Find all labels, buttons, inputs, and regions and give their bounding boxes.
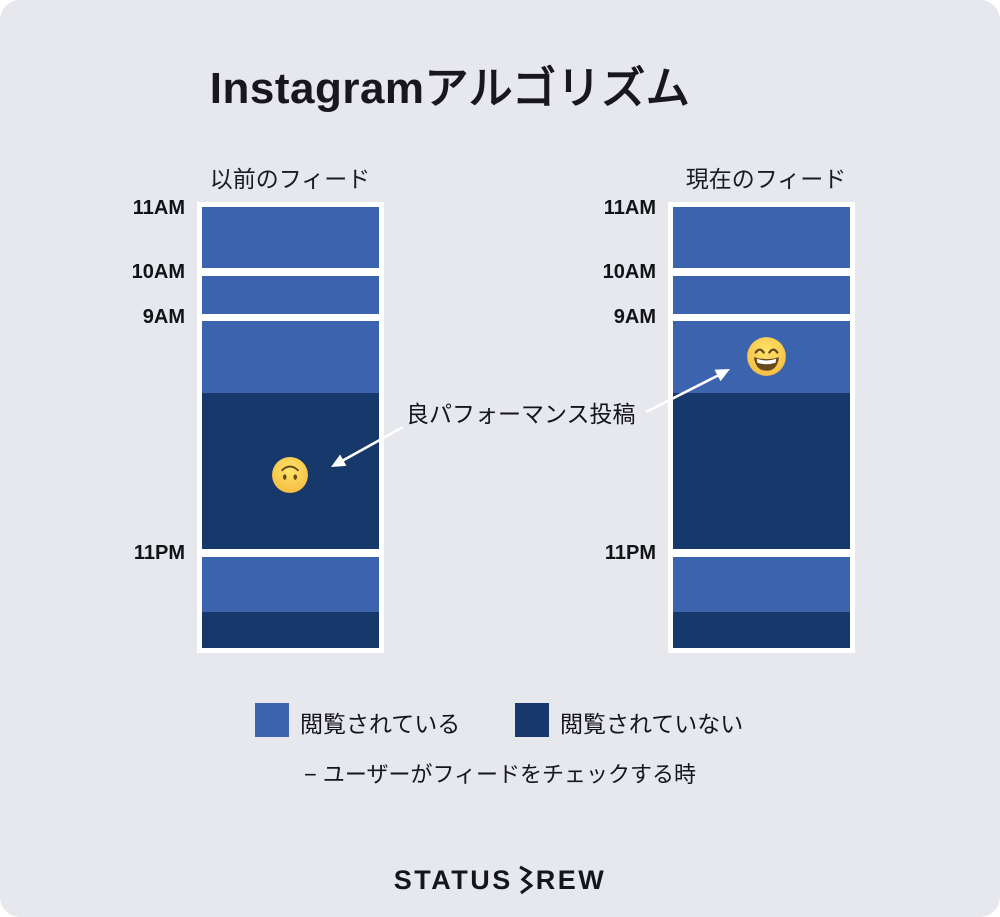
time-label-9am: 9AM	[613, 306, 656, 328]
current-feed-segments	[673, 207, 850, 648]
bar-segment-viewed	[673, 557, 850, 612]
legend-swatch-viewed	[255, 703, 289, 737]
bar-segment-viewed	[673, 276, 850, 314]
bar-segment-viewed	[202, 207, 379, 268]
bar-segment-gap	[202, 268, 379, 276]
grinning-face-icon	[747, 337, 786, 376]
bar-segment-viewed	[202, 557, 379, 612]
legend-label-not-viewed: 閲覧されていない	[560, 711, 744, 737]
bar-segment-gap	[673, 549, 850, 557]
previous-feed-bar	[197, 202, 384, 653]
bar-segment-viewed	[202, 276, 379, 314]
previous-feed-title: 以前のフィード	[209, 166, 371, 192]
statusbrew-b-icon	[519, 865, 533, 895]
time-note: − ユーザーがフィードをチェックする時	[303, 762, 697, 787]
bar-segment-not-viewed	[673, 393, 850, 549]
bar-segment-gap	[202, 314, 379, 321]
legend: 閲覧されている 閲覧されていない	[0, 703, 1000, 739]
time-label-10am: 10AM	[131, 261, 185, 283]
bar-segment-viewed	[673, 207, 850, 268]
statusbrew-logo: STATUS REW	[0, 862, 1000, 898]
time-label-11am: 11AM	[132, 197, 185, 219]
current-feed-title: 現在のフィード	[685, 166, 847, 192]
bar-segment-viewed	[202, 321, 379, 393]
bar-segment-not-viewed	[673, 612, 850, 648]
logo-text-rew: REW	[535, 865, 607, 895]
upside-down-face-icon	[272, 457, 308, 493]
time-label-10am: 10AM	[602, 261, 656, 283]
legend-swatch-not-viewed	[515, 703, 549, 737]
legend-label-viewed: 閲覧されている	[300, 711, 461, 737]
previous-feed-segments	[202, 207, 379, 648]
time-label-11am: 11AM	[603, 197, 656, 219]
bar-segment-gap	[673, 314, 850, 321]
good-performance-label: 良パフォーマンス投稿	[406, 401, 636, 427]
time-label-11pm: 11PM	[604, 542, 656, 564]
page-title: Instagramアルゴリズム	[209, 64, 691, 113]
logo-text-status: STATUS	[393, 865, 513, 895]
current-feed-bar	[668, 202, 855, 653]
time-label-11pm: 11PM	[133, 542, 185, 564]
bar-segment-gap	[202, 549, 379, 557]
time-label-9am: 9AM	[142, 306, 185, 328]
bar-segment-gap	[673, 268, 850, 276]
bar-segment-not-viewed	[202, 612, 379, 648]
